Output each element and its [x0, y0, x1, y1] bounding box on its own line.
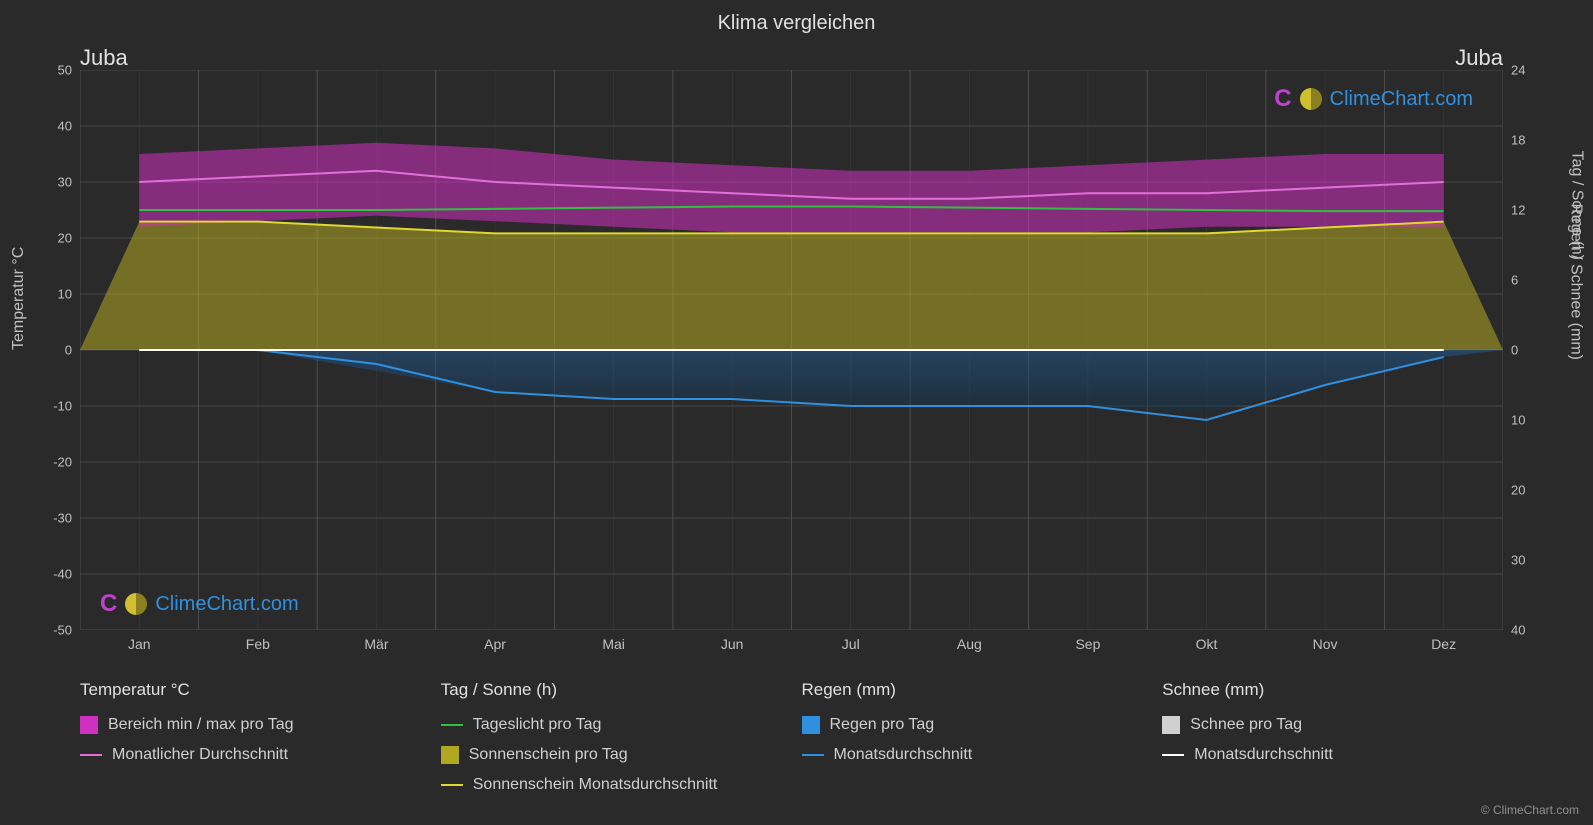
legend-label: Tageslicht pro Tag [473, 716, 602, 734]
y-ticks-right: 2418126010203040 [1507, 70, 1543, 630]
logo-sun-icon [125, 593, 147, 615]
brand-text: ClimeChart.com [1330, 88, 1473, 111]
x-axis-labels: JanFebMärAprMaiJunJulAugSepOktNovDez [80, 636, 1503, 656]
legend-heading: Tag / Sonne (h) [441, 680, 782, 700]
y-tick-left: 30 [58, 175, 72, 190]
legend-heading: Schnee (mm) [1162, 680, 1503, 700]
y-tick-right: 24 [1511, 63, 1525, 78]
month-label: Jul [791, 636, 910, 656]
month-label: Jun [673, 636, 792, 656]
legend-heading: Temperatur °C [80, 680, 421, 700]
watermark-bottom: C ClimeChart.com [100, 590, 299, 618]
legend-item: Sonnenschein Monatsdurchschnitt [441, 776, 782, 794]
legend-item: Tageslicht pro Tag [441, 716, 782, 734]
y-tick-left: -30 [53, 511, 72, 526]
y-axis-left-label: Temperatur °C [10, 247, 28, 350]
month-label: Apr [436, 636, 555, 656]
legend-item: Regen pro Tag [802, 716, 1143, 734]
y-ticks-left: 50403020100-10-20-30-40-50 [40, 70, 76, 630]
logo-c-icon: C [1274, 85, 1291, 113]
logo-c-icon: C [100, 590, 117, 618]
y-tick-right: 10 [1511, 413, 1525, 428]
y-tick-right: 0 [1511, 343, 1518, 358]
legend-swatch [80, 754, 102, 756]
y-tick-left: -10 [53, 399, 72, 414]
legend-item: Sonnenschein pro Tag [441, 746, 782, 764]
legend-item: Monatsdurchschnitt [1162, 746, 1503, 764]
legend-group: Regen (mm) Regen pro Tag Monatsdurchschnit… [802, 680, 1143, 794]
chart-title: Klima vergleichen [0, 12, 1593, 35]
y-tick-left: 0 [65, 343, 72, 358]
brand-text: ClimeChart.com [155, 593, 298, 616]
y-axis-right-bot-label: Regen / Schnee (mm) [1567, 203, 1585, 360]
month-label: Jan [80, 636, 199, 656]
location-left: Juba [80, 45, 128, 71]
legend-swatch [441, 784, 463, 786]
y-tick-left: 20 [58, 231, 72, 246]
y-tick-left: -50 [53, 623, 72, 638]
plot-area [80, 70, 1503, 630]
copyright: © ClimeChart.com [1481, 803, 1579, 817]
legend-item: Bereich min / max pro Tag [80, 716, 421, 734]
location-right: Juba [1455, 45, 1503, 71]
legend: Temperatur °C Bereich min / max pro Tag Mo… [80, 680, 1503, 794]
month-label: Mai [554, 636, 673, 656]
legend-swatch [441, 724, 463, 726]
legend-label: Schnee pro Tag [1190, 716, 1302, 734]
month-label: Mär [317, 636, 436, 656]
legend-item: Monatlicher Durchschnitt [80, 746, 421, 764]
legend-swatch [441, 746, 459, 764]
y-tick-right: 12 [1511, 203, 1525, 218]
legend-group: Tag / Sonne (h) Tageslicht pro Tag Sonnens… [441, 680, 782, 794]
month-label: Sep [1029, 636, 1148, 656]
climate-chart: Klima vergleichen Juba Juba Temperatur °… [0, 0, 1593, 825]
y-tick-left: -40 [53, 567, 72, 582]
y-tick-right: 30 [1511, 553, 1525, 568]
legend-group: Temperatur °C Bereich min / max pro Tag Mo… [80, 680, 421, 794]
legend-item: Monatsdurchschnitt [802, 746, 1143, 764]
watermark-top: C ClimeChart.com [1274, 85, 1473, 113]
legend-heading: Regen (mm) [802, 680, 1143, 700]
y-tick-left: 50 [58, 63, 72, 78]
legend-label: Sonnenschein Monatsdurchschnitt [473, 776, 718, 794]
legend-swatch [80, 716, 98, 734]
legend-swatch [1162, 716, 1180, 734]
legend-label: Regen pro Tag [830, 716, 935, 734]
y-tick-left: -20 [53, 455, 72, 470]
legend-group: Schnee (mm) Schnee pro Tag Monatsdurchschn… [1162, 680, 1503, 794]
month-label: Nov [1266, 636, 1385, 656]
month-label: Feb [199, 636, 318, 656]
logo-sun-icon [1300, 88, 1322, 110]
legend-swatch [802, 754, 824, 756]
y-tick-right: 40 [1511, 623, 1525, 638]
legend-item: Schnee pro Tag [1162, 716, 1503, 734]
y-tick-right: 20 [1511, 483, 1525, 498]
month-label: Dez [1384, 636, 1503, 656]
legend-label: Monatsdurchschnitt [1194, 746, 1333, 764]
legend-label: Sonnenschein pro Tag [469, 746, 628, 764]
y-tick-right: 6 [1511, 273, 1518, 288]
legend-swatch [802, 716, 820, 734]
month-label: Aug [910, 636, 1029, 656]
y-tick-right: 18 [1511, 133, 1525, 148]
month-label: Okt [1147, 636, 1266, 656]
legend-label: Monatlicher Durchschnitt [112, 746, 288, 764]
legend-label: Monatsdurchschnitt [834, 746, 973, 764]
legend-swatch [1162, 754, 1184, 756]
y-tick-left: 40 [58, 119, 72, 134]
plot-svg [80, 70, 1503, 630]
legend-label: Bereich min / max pro Tag [108, 716, 294, 734]
y-tick-left: 10 [58, 287, 72, 302]
